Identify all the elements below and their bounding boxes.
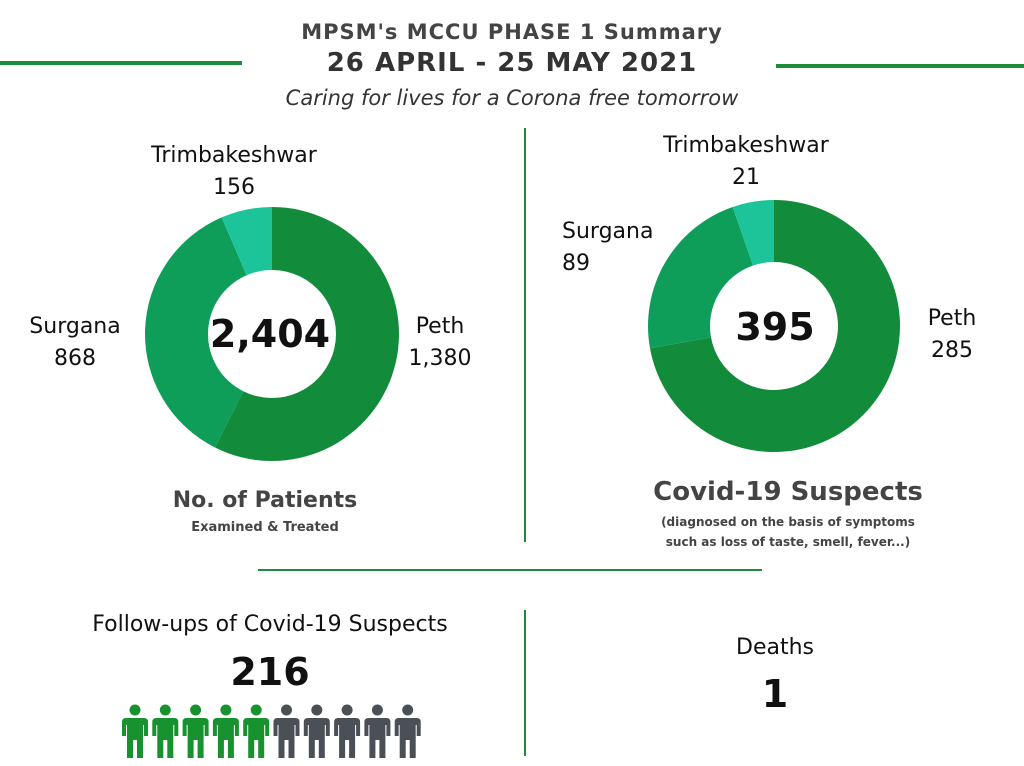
suspects-chart-note-line-1: (diagnosed on the basis of symptoms (661, 515, 915, 529)
vertical-divider-top (524, 128, 526, 542)
suspects-label-surgana: Surgana 89 (562, 216, 670, 280)
slice-name: Trimbakeshwar (663, 133, 829, 158)
deaths-label: Deaths (736, 635, 814, 660)
person-icon (273, 704, 300, 758)
slice-value: 21 (732, 164, 760, 190)
slice-value: 89 (562, 250, 590, 276)
horizontal-divider (258, 569, 762, 571)
date-range: 26 APRIL - 25 MAY 2021 (326, 48, 698, 78)
person-icon (212, 704, 239, 758)
person-icon (243, 704, 270, 758)
patients-chart-title: No. of Patients (172, 488, 358, 513)
slice-name: Trimbakeshwar (151, 143, 317, 168)
slice-value: 285 (931, 337, 973, 363)
patients-total: 2,404 (209, 312, 331, 356)
donut-slice-surgana (648, 206, 754, 349)
suspects-label-peth: Peth 285 (912, 303, 992, 367)
patients-label-trimbakeshwar: Trimbakeshwar 156 (148, 140, 320, 204)
followups-label: Follow-ups of Covid-19 Suspects (92, 612, 448, 637)
patients-label-peth: Peth 1,380 (395, 311, 485, 375)
suspects-total: 395 (735, 305, 815, 349)
deaths-value: 1 (761, 672, 789, 716)
donut-slice-peth (215, 207, 399, 461)
person-icon (334, 704, 361, 758)
person-icon (364, 704, 391, 758)
slice-name: Surgana (29, 314, 121, 339)
person-icon (152, 704, 179, 758)
patients-donut-chart (144, 207, 399, 461)
donut-slice-trimbakeshwar (732, 200, 774, 266)
vertical-divider-bottom (524, 610, 526, 756)
donut-slice-trimbakeshwar (221, 207, 272, 276)
suspects-donut-chart (648, 200, 900, 452)
followups-value: 216 (230, 650, 310, 694)
suspects-chart-title: Covid-19 Suspects (653, 477, 923, 507)
slice-value: 156 (213, 174, 255, 200)
patients-label-surgana: Surgana 868 (20, 311, 130, 375)
patients-chart-subtitle: Examined & Treated (191, 520, 339, 535)
person-icon (182, 704, 209, 758)
person-icon (303, 704, 330, 758)
header-rule-right (776, 64, 1024, 68)
suspects-label-trimbakeshwar: Trimbakeshwar 21 (652, 130, 840, 194)
donut-slice-peth (650, 200, 900, 452)
page-title: MPSM's MCCU PHASE 1 Summary (301, 20, 723, 44)
suspects-chart-note-line-2: such as loss of taste, smell, fever...) (665, 535, 911, 549)
tagline: Caring for lives for a Corona free tomor… (285, 86, 739, 110)
person-icon (394, 704, 421, 758)
header-rule-left (0, 61, 242, 65)
slice-name: Surgana (562, 219, 654, 244)
person-icon (122, 704, 148, 758)
slice-name: Peth (415, 314, 465, 339)
donut-slice-surgana (144, 217, 247, 448)
slice-value: 1,380 (408, 345, 472, 371)
people-icon-row (122, 704, 421, 758)
slice-name: Peth (927, 306, 977, 331)
slice-value: 868 (54, 345, 96, 371)
